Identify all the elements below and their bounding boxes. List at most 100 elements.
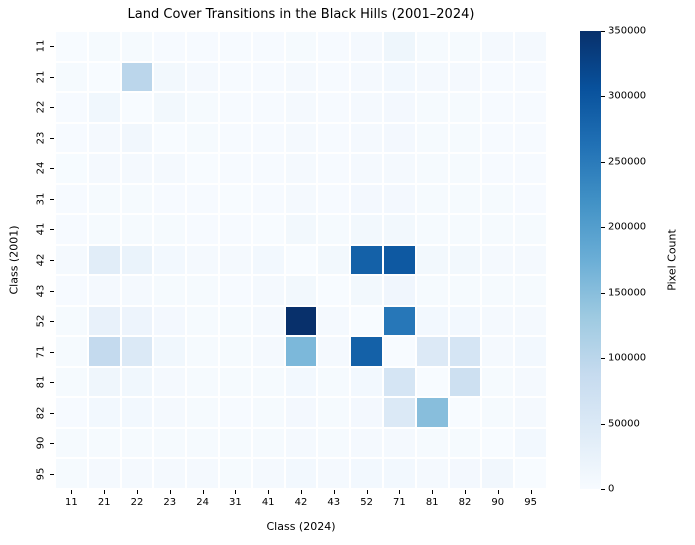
heatmap-cell (87, 122, 121, 154)
x-tick-label: 95 (524, 497, 537, 508)
heatmap-cell (481, 305, 515, 337)
heatmap-cell (87, 153, 121, 184)
x-tick-label: 52 (360, 497, 373, 508)
heatmap-cell (481, 336, 515, 367)
heatmap-cell (87, 458, 121, 489)
heatmap-cell (481, 214, 515, 245)
heatmap-cell (317, 336, 351, 367)
x-axis-label: Class (2024) (266, 520, 336, 533)
y-tick-mark (50, 321, 54, 323)
heatmap-cell (448, 153, 482, 184)
x-tick-mark (530, 490, 532, 494)
heatmap-cell (481, 122, 515, 154)
heatmap-cell (317, 244, 351, 276)
y-tick-mark (50, 229, 54, 231)
x-tick-mark (432, 490, 434, 494)
heatmap-cell (350, 92, 383, 123)
heatmap-cell (87, 305, 121, 337)
heatmap-cell (153, 244, 187, 276)
heatmap-cell (350, 275, 383, 306)
heatmap-cell (284, 336, 318, 367)
heatmap-cell (218, 275, 252, 306)
heatmap-cell (317, 427, 351, 459)
colorbar-tick-mark (601, 423, 605, 425)
heatmap-cell (153, 275, 187, 306)
heatmap-cell (415, 305, 449, 337)
heatmap-cell (186, 366, 219, 398)
heatmap-cell (382, 183, 416, 215)
heatmap-cell (55, 336, 88, 367)
heatmap-cell (350, 366, 383, 398)
heatmap-cell (448, 122, 482, 154)
heatmap-cell (350, 214, 383, 245)
heatmap-cell (382, 305, 416, 337)
y-tick-label: 42 (35, 253, 47, 267)
heatmap-cell (120, 244, 154, 276)
heatmap-cell (350, 31, 383, 62)
heatmap-cell (186, 458, 219, 489)
heatmap-cell (55, 61, 88, 93)
heatmap-cell (317, 92, 351, 123)
heatmap-cell (481, 275, 515, 306)
heatmap-cell (317, 31, 351, 62)
heatmap-cell (186, 397, 219, 428)
heatmap-cell (382, 92, 416, 123)
heatmap-cell (251, 366, 285, 398)
heatmap-cell (218, 153, 252, 184)
heatmap-cell (514, 31, 547, 62)
heatmap-cell (415, 31, 449, 62)
heatmap-cell (317, 183, 351, 215)
heatmap-cell (153, 92, 187, 123)
y-tick-mark (50, 198, 54, 200)
heatmap-cell (218, 458, 252, 489)
heatmap-cell (87, 336, 121, 367)
heatmap-cell (415, 458, 449, 489)
heatmap-cell (55, 122, 88, 154)
x-tick-mark (333, 490, 335, 494)
colorbar-tick-label: 150000 (608, 287, 647, 299)
heatmap-cell (186, 214, 219, 245)
heatmap-cell (382, 122, 416, 154)
heatmap-cell (55, 366, 88, 398)
heatmap-cell (55, 427, 88, 459)
heatmap-cell (415, 336, 449, 367)
heatmap-cell (153, 336, 187, 367)
heatmap-cell (481, 366, 515, 398)
heatmap-cell (120, 31, 154, 62)
x-tick-label: 42 (294, 497, 308, 508)
x-tick-mark (301, 490, 302, 494)
y-tick-label: 81 (35, 375, 47, 389)
x-tick-mark (71, 490, 73, 494)
heatmap-cell (120, 92, 154, 123)
heatmap-cell (120, 427, 154, 459)
heatmap-cell (415, 275, 449, 306)
heatmap-cell (87, 31, 121, 62)
heatmap-cell (415, 153, 449, 184)
heatmap-cell (87, 397, 121, 428)
x-tick-mark (465, 490, 466, 494)
heatmap-cell (87, 244, 121, 276)
heatmap-cell (218, 92, 252, 123)
heatmap-cell (514, 275, 547, 306)
heatmap-cell (317, 214, 351, 245)
chart-title: Land Cover Transitions in the Black Hill… (127, 7, 475, 22)
heatmap-cell (284, 397, 318, 428)
heatmap-cell (153, 183, 187, 215)
y-tick-mark (50, 46, 54, 48)
heatmap-cell (87, 61, 121, 93)
heatmap-cell (55, 305, 88, 337)
heatmap-cell (218, 244, 252, 276)
heatmap-cell (55, 183, 88, 215)
colorbar-tick-label: 350000 (608, 25, 647, 37)
heatmap-cell (120, 183, 154, 215)
heatmap-cell (251, 305, 285, 337)
heatmap-cell (448, 336, 482, 367)
heatmap-cell (415, 427, 449, 459)
heatmap-cell (415, 92, 449, 123)
heatmap-cell (153, 427, 187, 459)
heatmap-cell (481, 397, 515, 428)
colorbar-tick-label: 0 (608, 483, 615, 495)
heatmap-cell (284, 183, 318, 215)
heatmap-cell (120, 122, 154, 154)
heatmap-cell (251, 31, 285, 62)
